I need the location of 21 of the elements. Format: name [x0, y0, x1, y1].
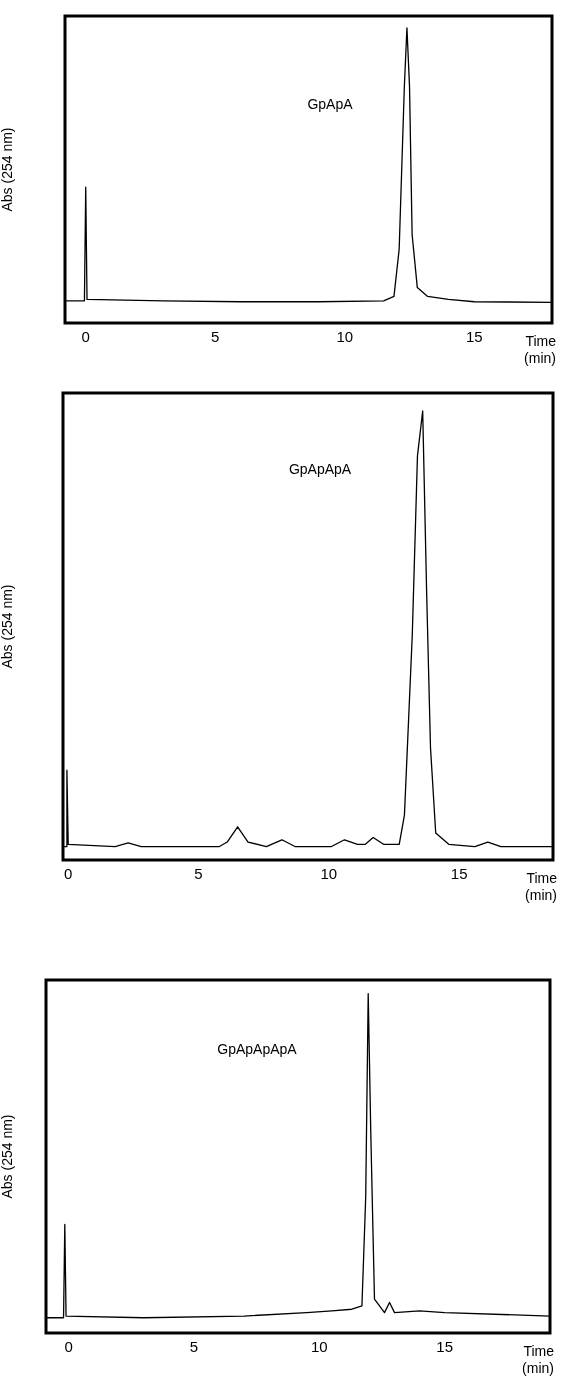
- x-axis-title: Time (min): [525, 869, 558, 903]
- annotation: GpApApApA: [217, 1041, 298, 1058]
- y-axis-title: Abs (254 nm): [0, 1114, 16, 1199]
- x-tick-label: 0: [81, 328, 90, 346]
- x-tick-label: 0: [64, 1338, 73, 1356]
- y-axis-title: Abs (254 nm): [0, 127, 16, 212]
- x-tick-label: 10: [310, 1338, 328, 1356]
- x-tick-label: 10: [336, 328, 354, 346]
- annotation: GpApA: [307, 95, 354, 112]
- x-tick-label: 15: [450, 865, 468, 883]
- x-tick-label: 15: [465, 328, 483, 346]
- x-tick-label: 5: [211, 328, 220, 346]
- x-axis-title: Time (min): [522, 1342, 555, 1376]
- x-tick-label: 0: [64, 865, 73, 883]
- x-tick-label: 15: [436, 1338, 454, 1356]
- x-tick-label: 5: [194, 865, 203, 883]
- y-axis-title: Abs (254 nm): [0, 584, 16, 669]
- x-tick-label: 5: [189, 1338, 199, 1356]
- x-axis-title: Time (min): [524, 332, 557, 366]
- annotation: GpApApA: [288, 460, 352, 477]
- x-tick-label: 10: [320, 865, 338, 883]
